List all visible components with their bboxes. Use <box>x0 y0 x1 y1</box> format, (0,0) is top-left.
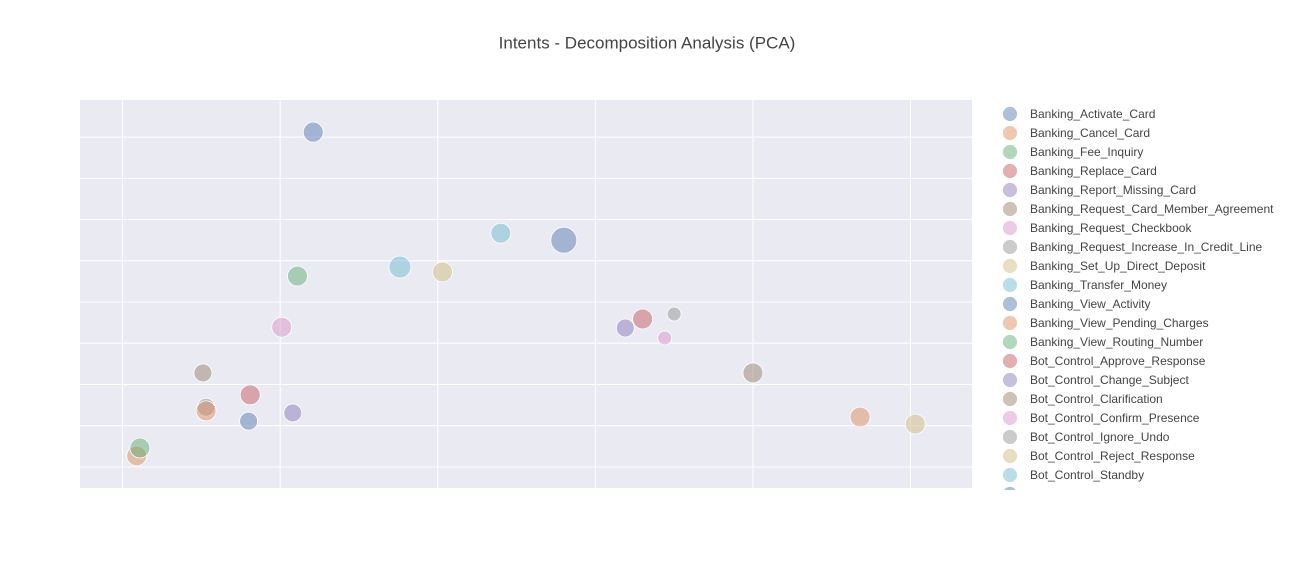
point <box>287 265 308 287</box>
point <box>849 406 871 428</box>
legend-marker <box>1002 334 1018 350</box>
legend-label[interactable]: Banking_Activate_Card <box>1030 107 1155 121</box>
legend-label[interactable]: Banking_View_Pending_Charges <box>1030 316 1209 330</box>
point <box>615 318 635 338</box>
point <box>550 226 578 254</box>
legend-marker <box>1002 448 1018 464</box>
point <box>239 411 259 431</box>
legend-marker <box>1002 467 1018 483</box>
point <box>271 316 293 338</box>
point <box>129 437 151 459</box>
legend-label[interactable]: Banking_Replace_Card <box>1030 164 1157 178</box>
legend-label[interactable]: Bot_Control_Change_Subject <box>1030 373 1189 387</box>
point <box>666 306 682 322</box>
point <box>632 308 654 330</box>
legend-label[interactable]: Banking_Set_Up_Direct_Deposit <box>1030 259 1206 273</box>
legend-marker <box>1002 315 1018 331</box>
legend-marker <box>1002 296 1018 312</box>
point <box>742 362 764 384</box>
legend-marker <box>1002 258 1018 274</box>
legend-marker <box>1002 106 1018 122</box>
legend-marker <box>1002 391 1018 407</box>
point <box>657 330 673 346</box>
legend-label[interactable]: Banking_View_Activity <box>1030 297 1151 311</box>
legend-label[interactable]: Bot_Control_Confirm_Presence <box>1030 411 1200 425</box>
legend-marker <box>1002 239 1018 255</box>
point <box>388 255 412 279</box>
point <box>904 413 926 435</box>
legend-marker <box>1002 353 1018 369</box>
legend-marker <box>1002 182 1018 198</box>
point <box>195 400 217 422</box>
legend-marker <box>1002 372 1018 388</box>
legend-marker <box>1003 486 1017 490</box>
grid <box>80 100 972 488</box>
legend-marker <box>1002 201 1018 217</box>
point <box>302 121 324 143</box>
chart-title: Intents - Decomposition Analysis (PCA) <box>499 33 796 52</box>
legend-label[interactable]: Bot_Control_Approve_Response <box>1030 354 1206 368</box>
legend-label[interactable]: Banking_Cancel_Card <box>1030 126 1150 140</box>
points <box>126 121 926 467</box>
legend-label[interactable]: Banking_Transfer_Money <box>1030 278 1167 292</box>
point <box>193 363 213 383</box>
legend-marker <box>1002 163 1018 179</box>
legend-label[interactable]: Bot_Control_Ignore_Undo <box>1030 430 1170 444</box>
point <box>239 384 261 406</box>
legend: Banking_Activate_Card Banking_Cancel_Card… <box>1002 106 1274 521</box>
legend-marker <box>1002 410 1018 426</box>
legend-marker <box>1002 277 1018 293</box>
legend-label[interactable]: Banking_Report_Missing_Card <box>1030 183 1196 197</box>
point <box>490 222 512 244</box>
legend-label[interactable]: Banking_Request_Card_Member_Agreement <box>1030 202 1274 216</box>
legend-marker <box>1002 220 1018 236</box>
point <box>432 261 453 283</box>
legend-label[interactable]: Banking_Fee_Inquiry <box>1030 145 1143 159</box>
legend-label[interactable]: Bot_Control_Reject_Response <box>1030 449 1195 463</box>
legend-label[interactable]: Bot_Control_Standby <box>1030 468 1144 482</box>
point <box>283 403 303 423</box>
legend-label[interactable]: Banking_Request_Checkbook <box>1030 221 1192 235</box>
legend-marker <box>1002 144 1018 160</box>
legend-marker <box>1002 125 1018 141</box>
plot-area <box>80 100 972 488</box>
legend-label[interactable]: Banking_View_Routing_Number <box>1030 335 1203 349</box>
legend-label[interactable]: Banking_Request_Increase_In_Credit_Line <box>1030 240 1262 254</box>
point <box>126 445 148 467</box>
legend-marker <box>1003 506 1018 521</box>
legend-marker <box>1002 429 1018 445</box>
legend-label[interactable]: Bot_Control_Clarification <box>1030 392 1163 406</box>
